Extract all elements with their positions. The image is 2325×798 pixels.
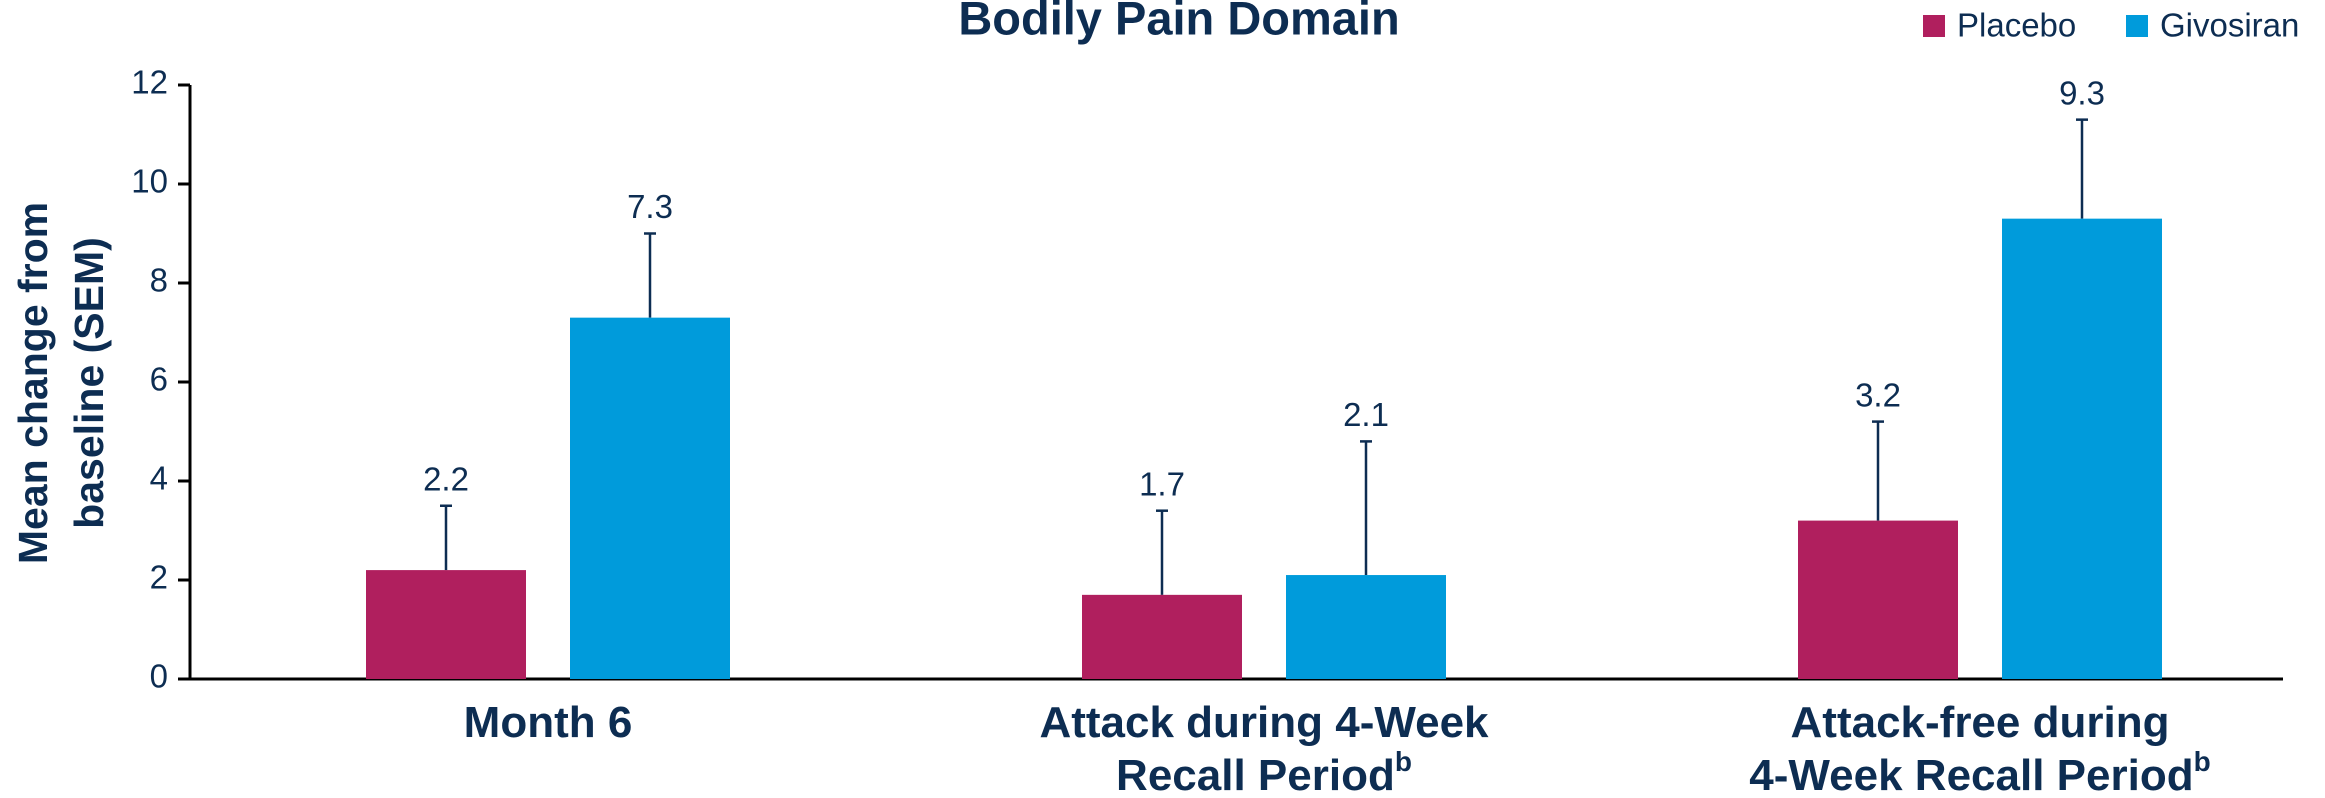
- y-tick-label: 12: [131, 64, 168, 101]
- value-label: 3.2: [1855, 376, 1901, 413]
- bar: [570, 317, 730, 679]
- bar: [1798, 520, 1958, 679]
- value-label: 2.2: [423, 460, 469, 497]
- legend-swatch: [1923, 15, 1945, 37]
- x-tick-label: Attack-free during 4-Week Recall Periodb: [1749, 698, 2210, 798]
- x-tick-label: Month 6: [464, 698, 633, 747]
- y-tick-label: 4: [150, 460, 168, 497]
- y-axis-title-line: baseline (SEM): [66, 237, 112, 529]
- value-label: 1.7: [1139, 465, 1185, 502]
- bar: [2002, 218, 2162, 679]
- legend-swatch: [2126, 15, 2148, 37]
- bar: [1082, 594, 1242, 679]
- x-tick-label-line: Attack during 4-Week: [1039, 698, 1489, 747]
- value-label: 7.3: [627, 188, 673, 225]
- x-tick-label-line: Attack-free during: [1791, 698, 2170, 747]
- value-label: 2.1: [1343, 396, 1389, 433]
- y-axis-title-line: Mean change from: [10, 202, 56, 564]
- footnote-mark: b: [1395, 746, 1412, 777]
- x-tick-label-line: 4-Week Recall Period: [1749, 751, 2193, 798]
- y-tick-label: 0: [150, 658, 168, 695]
- x-tick-label-line: Month 6: [464, 698, 633, 747]
- x-tick-label: Attack during 4-Week Recall Periodb: [1039, 698, 1489, 798]
- y-tick-label: 2: [150, 559, 168, 596]
- chart-title: Bodily Pain Domain: [958, 0, 1399, 44]
- legend-label: Placebo: [1957, 7, 2076, 44]
- y-axis-title: Mean change from baseline (SEM): [10, 202, 112, 564]
- y-tick-label: 6: [150, 361, 168, 398]
- bar: [1286, 575, 1446, 679]
- bar: [366, 570, 526, 679]
- y-tick-label: 10: [131, 163, 168, 200]
- x-tick-label-line: Recall Period: [1116, 751, 1395, 798]
- y-tick-label: 8: [150, 262, 168, 299]
- footnote-mark: b: [2194, 746, 2211, 777]
- value-label: 9.3: [2059, 74, 2105, 111]
- legend-label: Givosiran: [2160, 7, 2299, 44]
